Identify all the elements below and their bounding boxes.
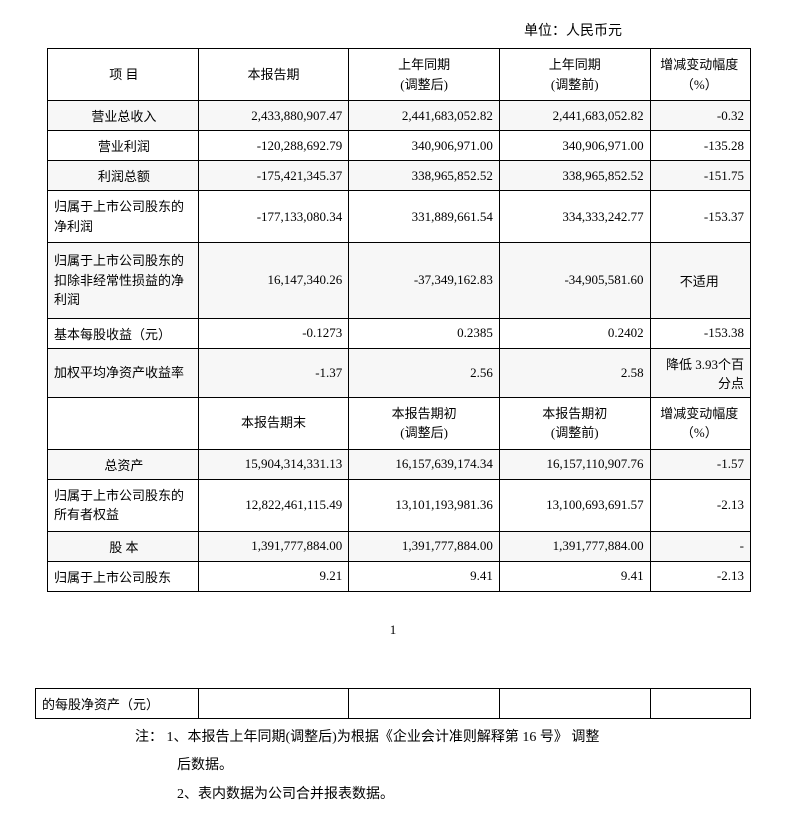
table-header-cell: 本报告期初(调整后)	[349, 397, 500, 449]
table-cell: 2.58	[499, 348, 650, 397]
table-cell: 9.21	[198, 561, 349, 591]
table-cell: 12,822,461,115.49	[198, 479, 349, 531]
table-cell: 归属于上市公司股东的所有者权益	[48, 479, 199, 531]
continuation-cell	[198, 688, 349, 718]
table-cell: 340,906,971.00	[349, 131, 500, 161]
table-cell: -151.75	[650, 161, 750, 191]
continuation-table: 的每股净资产（元）	[35, 688, 751, 719]
table-cell: 利润总额	[48, 161, 199, 191]
table-cell: 9.41	[499, 561, 650, 591]
table-cell: -153.38	[650, 318, 750, 348]
table-cell: 1,391,777,884.00	[349, 531, 500, 561]
table-row: 归属于上市公司股东的所有者权益12,822,461,115.4913,101,1…	[48, 479, 751, 531]
table-cell: 338,965,852.52	[349, 161, 500, 191]
financial-table: 项 目本报告期上年同期(调整后)上年同期(调整前)增减变动幅度（%）营业总收入2…	[47, 48, 751, 592]
table-cell: 16,157,639,174.34	[349, 449, 500, 479]
page-number: 1	[35, 622, 751, 638]
table-row: 利润总额-175,421,345.37338,965,852.52338,965…	[48, 161, 751, 191]
continuation-row: 的每股净资产（元）	[36, 688, 751, 718]
continuation-cell	[349, 688, 500, 718]
unit-label: 单位：人民币元	[35, 20, 751, 40]
table-row: 归属于上市公司股东的净利润-177,133,080.34331,889,661.…	[48, 191, 751, 243]
table-cell: -135.28	[650, 131, 750, 161]
table-cell: 338,965,852.52	[499, 161, 650, 191]
table-cell: 9.41	[349, 561, 500, 591]
notes-section: 注： 1、本报告上年同期(调整后)为根据《企业会计准则解释第 16 号》 调整 …	[135, 725, 751, 809]
table-cell: 营业总收入	[48, 101, 199, 131]
continuation-item: 的每股净资产（元）	[36, 688, 199, 718]
note-1b: 后数据。	[135, 753, 751, 780]
note-1a: 注： 1、本报告上年同期(调整后)为根据《企业会计准则解释第 16 号》 调整	[135, 725, 751, 752]
table-cell: 降低 3.93个百分点	[650, 348, 750, 397]
table-row: 基本每股收益（元）-0.12730.23850.2402-153.38	[48, 318, 751, 348]
table-cell: 总资产	[48, 449, 199, 479]
table-cell: -	[650, 531, 750, 561]
note-2: 2、表内数据为公司合并报表数据。	[135, 782, 751, 809]
table-cell: -2.13	[650, 479, 750, 531]
table-header-cell: 项 目	[48, 49, 199, 101]
table-cell: 2.56	[349, 348, 500, 397]
table-cell: 13,100,693,691.57	[499, 479, 650, 531]
table-cell: 0.2402	[499, 318, 650, 348]
table-header-cell: 本报告期末	[198, 397, 349, 449]
table-header-cell: 增减变动幅度（%）	[650, 397, 750, 449]
table-row: 归属于上市公司股东的扣除非经常性损益的净利润16,147,340.26-37,3…	[48, 243, 751, 319]
table-header-cell: 本报告期初(调整前)	[499, 397, 650, 449]
table-cell: 股 本	[48, 531, 199, 561]
table-cell: 13,101,193,981.36	[349, 479, 500, 531]
table-cell: 0.2385	[349, 318, 500, 348]
table-cell: -1.37	[198, 348, 349, 397]
table-cell: 331,889,661.54	[349, 191, 500, 243]
table-cell: 15,904,314,331.13	[198, 449, 349, 479]
table-cell: 营业利润	[48, 131, 199, 161]
table-cell: 334,333,242.77	[499, 191, 650, 243]
table-cell: -153.37	[650, 191, 750, 243]
table-cell: -0.1273	[198, 318, 349, 348]
table-cell: 16,157,110,907.76	[499, 449, 650, 479]
table-cell: -1.57	[650, 449, 750, 479]
table-cell: -175,421,345.37	[198, 161, 349, 191]
table-cell: 2,441,683,052.82	[349, 101, 500, 131]
table-header-cell: 增减变动幅度（%）	[650, 49, 750, 101]
table-row: 归属于上市公司股东9.219.419.41-2.13	[48, 561, 751, 591]
table-header-row: 本报告期末本报告期初(调整后)本报告期初(调整前)增减变动幅度（%）	[48, 397, 751, 449]
table-cell: 归属于上市公司股东的扣除非经常性损益的净利润	[48, 243, 199, 319]
table-row: 总资产15,904,314,331.1316,157,639,174.3416,…	[48, 449, 751, 479]
table-header-cell: 上年同期(调整后)	[349, 49, 500, 101]
table-cell: 加权平均净资产收益率	[48, 348, 199, 397]
table-cell: 归属于上市公司股东	[48, 561, 199, 591]
table-cell: -34,905,581.60	[499, 243, 650, 319]
table-row: 营业利润-120,288,692.79340,906,971.00340,906…	[48, 131, 751, 161]
table-row: 股 本1,391,777,884.001,391,777,884.001,391…	[48, 531, 751, 561]
table-cell: 340,906,971.00	[499, 131, 650, 161]
table-header-cell	[48, 397, 199, 449]
table-cell: -0.32	[650, 101, 750, 131]
continuation-cell	[650, 688, 750, 718]
table-cell: 16,147,340.26	[198, 243, 349, 319]
table-header-cell: 上年同期(调整前)	[499, 49, 650, 101]
table-cell: -120,288,692.79	[198, 131, 349, 161]
table-row: 营业总收入2,433,880,907.472,441,683,052.822,4…	[48, 101, 751, 131]
table-cell: -37,349,162.83	[349, 243, 500, 319]
continuation-cell	[499, 688, 650, 718]
table-cell: 1,391,777,884.00	[198, 531, 349, 561]
table-cell: 归属于上市公司股东的净利润	[48, 191, 199, 243]
table-cell: -2.13	[650, 561, 750, 591]
table-row: 加权平均净资产收益率-1.372.562.58降低 3.93个百分点	[48, 348, 751, 397]
table-cell: 基本每股收益（元）	[48, 318, 199, 348]
table-cell: 1,391,777,884.00	[499, 531, 650, 561]
table-cell: 不适用	[650, 243, 750, 319]
table-header-row: 项 目本报告期上年同期(调整后)上年同期(调整前)增减变动幅度（%）	[48, 49, 751, 101]
table-cell: 2,433,880,907.47	[198, 101, 349, 131]
table-cell: -177,133,080.34	[198, 191, 349, 243]
table-cell: 2,441,683,052.82	[499, 101, 650, 131]
table-header-cell: 本报告期	[198, 49, 349, 101]
